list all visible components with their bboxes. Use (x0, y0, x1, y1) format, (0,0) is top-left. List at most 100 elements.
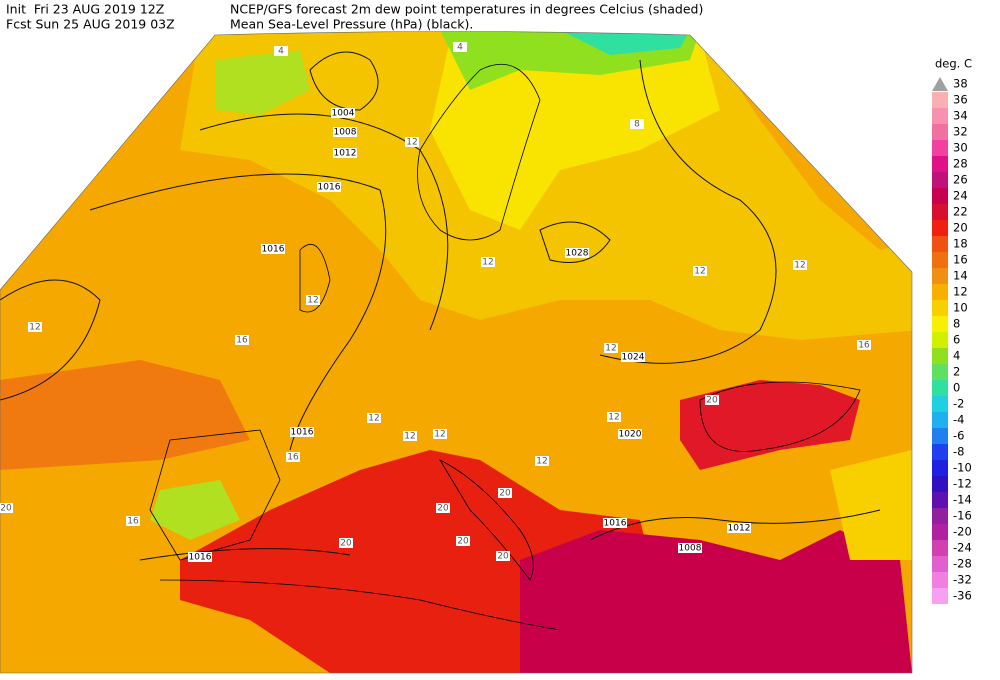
legend-label: -32 (953, 573, 972, 587)
legend-label: 16 (953, 253, 968, 267)
map-border (0, 31, 913, 674)
label-box (618, 429, 642, 439)
dewpoint-label: 20 (706, 396, 718, 406)
label-box (857, 340, 871, 350)
legend-swatch (932, 588, 948, 604)
dewpoint-label: 12 (482, 258, 493, 268)
legend-label: 12 (953, 285, 968, 299)
legend-swatch (932, 284, 948, 300)
legend-swatch (932, 108, 948, 124)
isobar (539, 221, 611, 263)
legend-swatch (932, 460, 948, 476)
legend-label: 38 (953, 77, 968, 91)
legend-label: 36 (953, 93, 968, 107)
legend-label: 24 (953, 189, 968, 203)
legend-label: -2 (953, 397, 964, 411)
legend-label: -28 (953, 557, 972, 571)
init-time: Init Fri 23 AUG 2019 12Z (6, 2, 164, 17)
legend-swatch (932, 220, 948, 236)
dewpoint-label: 12 (794, 261, 805, 271)
dewpoint-label: 16 (858, 341, 870, 351)
label-box (331, 108, 355, 118)
legend-swatch (932, 428, 948, 444)
dewpoint-label: 20 (0, 504, 12, 514)
label-box (793, 260, 807, 270)
shading (0, 360, 250, 470)
shading (830, 450, 912, 560)
coastline (438, 459, 534, 581)
legend-swatch (932, 332, 948, 348)
isobar-label: 1024 (622, 353, 645, 363)
label-box (405, 137, 419, 147)
dewpoint-label: 12 (29, 323, 40, 333)
legend-swatch (932, 492, 948, 508)
legend-label: 20 (953, 221, 968, 235)
label-box (403, 431, 417, 441)
dewpoint-label: 4 (278, 47, 284, 57)
isobar-label: 1012 (334, 149, 357, 159)
label-box (28, 322, 42, 332)
legend-swatch (932, 172, 948, 188)
coastline (149, 429, 281, 561)
legend-label: 8 (953, 317, 960, 331)
label-box (630, 119, 644, 129)
isobar-label: 1008 (334, 128, 357, 138)
label-box (705, 395, 719, 405)
dewpoint-label: 20 (457, 537, 469, 547)
subtitle: Mean Sea-Level Pressure (hPa) (black). (230, 17, 473, 32)
label-box (367, 413, 381, 423)
legend-label: -4 (953, 413, 964, 427)
legend-label: 22 (953, 205, 968, 219)
label-box (436, 503, 450, 513)
dewpoint-label: 12 (368, 414, 379, 424)
label-box (727, 523, 751, 533)
legend-swatch (932, 444, 948, 460)
label-box (317, 182, 341, 192)
legend-swatch (932, 188, 948, 204)
dewpoint-label: 4 (457, 43, 463, 53)
legend-swatch (932, 92, 948, 108)
legend-swatch (932, 540, 948, 556)
legend-unit: deg. C (935, 57, 972, 71)
dewpoint-label: 12 (694, 267, 705, 277)
legend-label: -24 (953, 541, 972, 555)
legend-label: -16 (953, 509, 972, 523)
label-box (535, 456, 549, 466)
legend-swatch (932, 204, 948, 220)
dewpoint-label: 12 (536, 457, 547, 467)
legend-label: 28 (953, 157, 968, 171)
label-box (453, 42, 467, 52)
dewpoint-label: 12 (608, 413, 619, 423)
label-box (621, 352, 645, 362)
legend-swatch (932, 140, 948, 156)
shading (430, 35, 720, 230)
legend-swatch (932, 508, 948, 524)
label-box (235, 335, 249, 345)
legend-swatch (932, 348, 948, 364)
dewpoint-label: 12 (605, 344, 616, 354)
legend-swatch (932, 572, 948, 588)
dewpoint-label: 20 (437, 504, 449, 514)
dewpoint-label: 16 (127, 517, 139, 527)
legend-swatch (932, 524, 948, 540)
isobar-label: 1008 (679, 544, 702, 554)
isobar (309, 51, 379, 111)
legend-swatch (932, 124, 948, 140)
title: NCEP/GFS forecast 2m dew point temperatu… (230, 2, 703, 17)
label-box (126, 516, 140, 526)
isobar-label: 1016 (189, 553, 212, 563)
legend-label: 26 (953, 173, 968, 187)
dewpoint-label: 12 (404, 432, 415, 442)
dewpoint-label: 16 (287, 453, 299, 463)
dewpoint-label: 12 (434, 430, 445, 440)
label-box (678, 543, 702, 553)
coastline (417, 63, 541, 241)
shading (520, 530, 912, 673)
legend-swatch (932, 156, 948, 172)
isobar (139, 548, 351, 561)
map-area (0, 31, 912, 673)
label-box (188, 552, 212, 562)
label-box (306, 295, 320, 305)
isobar-label: 1020 (619, 430, 642, 440)
